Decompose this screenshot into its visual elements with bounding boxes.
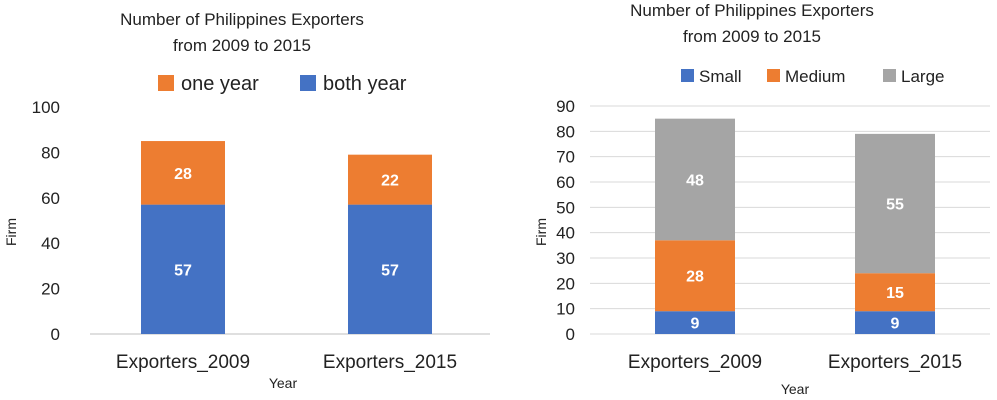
chart-left-y-tick-0: 0 — [51, 325, 60, 344]
chart-right-data-label-exporters-2015-large: 55 — [886, 197, 904, 214]
chart-right-title-line-1: Number of Philippines Exporters — [630, 1, 874, 20]
chart-right-y-tick-60: 60 — [556, 173, 575, 192]
chart-right-categories: Exporters_2009 Exporters_2015 — [628, 352, 962, 373]
legend-swatch-large — [883, 69, 896, 82]
chart-right-title-line-2: from 2009 to 2015 — [683, 27, 821, 46]
chart-right-y-tick-70: 70 — [556, 148, 575, 167]
chart-right-bar-exporters-2015-large — [855, 133, 935, 274]
chart-left-data-label-exporters-2009-one-year: 28 — [174, 166, 192, 183]
chart-left-y-tick-40: 40 — [41, 234, 60, 253]
legend-label-small: Small — [699, 67, 742, 86]
legend-label-medium: Medium — [785, 67, 845, 86]
legend-label-one-year: one year — [181, 73, 259, 95]
chart-right-legend: Small Medium Large — [681, 67, 944, 86]
chart-right: Number of Philippines Exporters from 200… — [533, 1, 990, 397]
chart-left-bar-exporters-2009-one-year — [141, 141, 225, 205]
chart-left-y-axis-label: Firm — [3, 218, 19, 246]
chart-left-data-label-exporters-2009-both-year: 57 — [174, 262, 192, 279]
chart-right-y-tick-40: 40 — [556, 224, 575, 243]
chart-right-bar-exporters-2009-medium — [655, 240, 735, 312]
chart-right-y-tick-30: 30 — [556, 249, 575, 268]
chart-left-data-label-exporters-2015-one-year: 22 — [381, 173, 399, 190]
chart-left-y-tick-80: 80 — [41, 143, 60, 162]
chart-left: Number of Philippines Exporters from 200… — [3, 10, 490, 391]
chart-left-bar-exporters-2015-both-year — [348, 204, 432, 334]
chart-left-y-tick-100: 100 — [32, 98, 60, 117]
chart-right-bar-exporters-2009-large — [655, 118, 735, 241]
chart-right-y-tick-10: 10 — [556, 300, 575, 319]
chart-left-bar-exporters-2015-one-year — [348, 154, 432, 205]
chart-left-category-label-exporters-2009: Exporters_2009 — [116, 352, 250, 373]
chart-right-data-label-exporters-2015-small: 9 — [891, 316, 900, 333]
chart-right-y-axis-label: Firm — [533, 218, 549, 246]
legend-swatch-small — [681, 69, 694, 82]
chart-right-data-label-exporters-2009-medium: 28 — [686, 269, 704, 286]
chart-left-bars: 57 28 57 22 — [141, 141, 432, 334]
chart-right-bar-exporters-2009-small — [655, 311, 735, 334]
legend-swatch-medium — [767, 69, 780, 82]
chart-right-category-label-exporters-2009: Exporters_2009 — [628, 352, 762, 373]
chart-right-x-axis-label: Year — [781, 381, 810, 397]
legend-label-both-year: both year — [323, 73, 407, 95]
chart-left-categories: Exporters_2009 Exporters_2015 — [116, 352, 457, 373]
chart-left-legend: one year both year — [158, 73, 407, 95]
chart-left-y-tick-20: 20 — [41, 280, 60, 299]
chart-right-y-tick-80: 80 — [556, 122, 575, 141]
chart-left-category-label-exporters-2015: Exporters_2015 — [323, 352, 457, 373]
chart-right-y-tick-20: 20 — [556, 274, 575, 293]
chart-left-title-line-1: Number of Philippines Exporters — [120, 10, 364, 29]
chart-right-bars: 9 28 48 9 15 55 — [655, 118, 935, 334]
chart-right-y-tick-50: 50 — [556, 198, 575, 217]
chart-right-data-label-exporters-2009-large: 48 — [686, 172, 704, 189]
chart-left-bar-exporters-2009-both-year — [141, 204, 225, 334]
chart-left-data-label-exporters-2015-both-year: 57 — [381, 262, 399, 279]
chart-left-title-line-2: from 2009 to 2015 — [173, 36, 311, 55]
chart-right-category-label-exporters-2015: Exporters_2015 — [828, 352, 962, 373]
chart-right-data-label-exporters-2009-small: 9 — [691, 316, 700, 333]
chart-right-data-label-exporters-2015-medium: 15 — [886, 285, 904, 302]
chart-right-bar-exporters-2015-medium — [855, 273, 935, 312]
legend-label-large: Large — [901, 67, 944, 86]
chart-right-y-tick-90: 90 — [556, 97, 575, 116]
chart-right-y-tick-0: 0 — [566, 325, 575, 344]
chart-right-y-ticks: 0 10 20 30 40 50 60 70 80 90 — [556, 97, 575, 344]
chart-left-y-tick-60: 60 — [41, 189, 60, 208]
chart-left-y-ticks: 0 20 40 60 80 100 — [32, 98, 60, 344]
chart-left-x-axis-label: Year — [269, 375, 298, 391]
chart-right-bar-exporters-2015-small — [855, 311, 935, 334]
legend-swatch-one-year — [158, 75, 174, 91]
legend-swatch-both-year — [300, 75, 316, 91]
